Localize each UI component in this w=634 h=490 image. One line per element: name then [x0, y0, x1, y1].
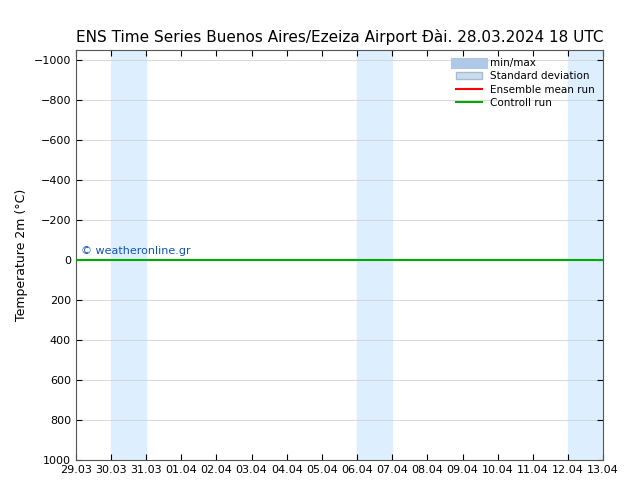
Bar — [568, 50, 603, 460]
Bar — [357, 50, 392, 460]
Text: Đài. 28.03.2024 18 UTC: Đài. 28.03.2024 18 UTC — [422, 30, 603, 45]
Text: ENS Time Series Buenos Aires/Ezeiza Airport: ENS Time Series Buenos Aires/Ezeiza Airp… — [76, 30, 417, 45]
Legend: min/max, Standard deviation, Ensemble mean run, Controll run: min/max, Standard deviation, Ensemble me… — [453, 55, 598, 111]
Text: © weatheronline.gr: © weatheronline.gr — [81, 246, 191, 256]
Bar — [111, 50, 146, 460]
Y-axis label: Temperature 2m (°C): Temperature 2m (°C) — [15, 189, 28, 321]
